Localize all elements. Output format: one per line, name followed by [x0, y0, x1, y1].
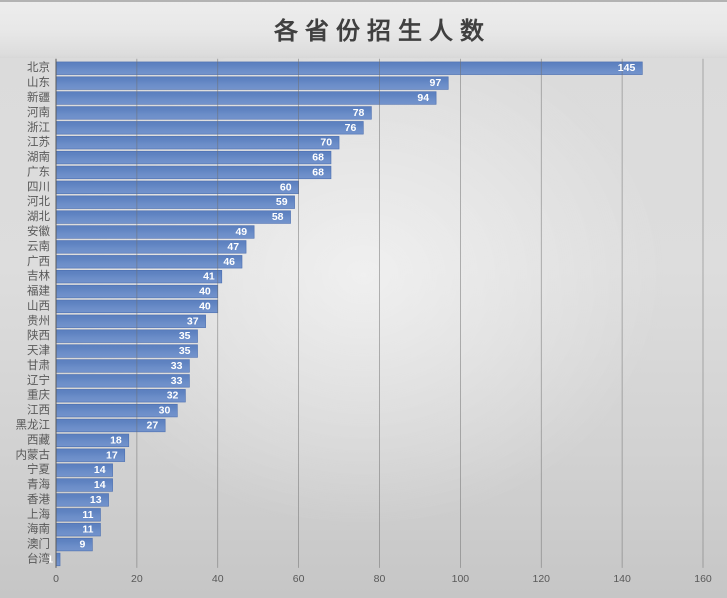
svg-text:海南: 海南 [27, 522, 50, 536]
svg-text:160: 160 [694, 573, 712, 585]
svg-text:59: 59 [276, 196, 288, 208]
svg-text:湖北: 湖北 [27, 209, 50, 223]
svg-text:河北: 河北 [27, 195, 50, 208]
svg-text:32: 32 [167, 390, 179, 402]
svg-text:33: 33 [171, 375, 183, 387]
svg-text:94: 94 [417, 92, 429, 104]
svg-text:山西: 山西 [27, 299, 50, 312]
svg-text:37: 37 [187, 315, 199, 327]
svg-text:35: 35 [179, 345, 191, 357]
svg-text:广西: 广西 [27, 255, 50, 268]
svg-text:46: 46 [223, 256, 235, 268]
svg-text:吉林: 吉林 [27, 269, 50, 283]
svg-text:68: 68 [312, 166, 324, 178]
svg-text:北京: 北京 [27, 60, 50, 74]
svg-text:辽宁: 辽宁 [27, 373, 50, 387]
svg-text:宁夏: 宁夏 [27, 462, 50, 476]
svg-text:福建: 福建 [27, 284, 50, 298]
svg-text:145: 145 [618, 62, 636, 74]
svg-text:西藏: 西藏 [27, 433, 50, 446]
svg-text:18: 18 [110, 434, 122, 446]
svg-text:陕西: 陕西 [27, 328, 50, 342]
svg-text:40: 40 [199, 300, 211, 312]
svg-text:黑龙江: 黑龙江 [16, 418, 51, 431]
svg-text:11: 11 [82, 524, 93, 536]
svg-text:33: 33 [171, 360, 183, 372]
svg-text:40: 40 [199, 286, 211, 298]
svg-text:11: 11 [82, 509, 93, 521]
svg-text:17: 17 [106, 449, 118, 461]
svg-text:49: 49 [235, 226, 247, 238]
svg-text:47: 47 [227, 241, 239, 253]
svg-text:9: 9 [80, 539, 86, 551]
svg-text:广东: 广东 [27, 165, 50, 178]
svg-text:香港: 香港 [27, 493, 50, 506]
svg-text:甘肃: 甘肃 [27, 359, 50, 372]
svg-text:76: 76 [345, 122, 357, 134]
svg-text:云南: 云南 [27, 239, 50, 253]
svg-text:120: 120 [532, 573, 550, 585]
svg-text:20: 20 [131, 573, 143, 585]
svg-text:天津: 天津 [27, 344, 50, 357]
svg-text:80: 80 [374, 573, 386, 585]
svg-text:60: 60 [280, 181, 292, 193]
svg-text:安徽: 安徽 [27, 224, 50, 238]
svg-text:河南: 河南 [27, 105, 50, 119]
svg-text:青海: 青海 [27, 477, 50, 491]
svg-text:浙江: 浙江 [27, 121, 50, 134]
svg-text:41: 41 [203, 271, 215, 283]
svg-text:35: 35 [179, 330, 191, 342]
svg-text:60: 60 [293, 573, 305, 585]
svg-text:内蒙古: 内蒙古 [16, 447, 51, 461]
svg-text:新疆: 新疆 [27, 90, 50, 104]
svg-text:78: 78 [353, 107, 365, 119]
svg-text:上海: 上海 [27, 507, 50, 521]
svg-text:山东: 山东 [27, 76, 50, 89]
svg-text:13: 13 [90, 494, 102, 506]
svg-text:四川: 四川 [27, 180, 50, 193]
svg-text:0: 0 [53, 573, 59, 585]
svg-text:58: 58 [272, 211, 284, 223]
svg-text:重庆: 重庆 [27, 388, 50, 402]
svg-text:40: 40 [212, 573, 224, 585]
svg-text:140: 140 [613, 573, 631, 585]
svg-text:14: 14 [94, 464, 106, 476]
svg-text:江苏: 江苏 [27, 136, 50, 149]
svg-text:澳门: 澳门 [27, 537, 50, 551]
svg-text:14: 14 [94, 479, 106, 491]
svg-text:30: 30 [159, 405, 171, 417]
svg-text:贵州: 贵州 [27, 314, 50, 327]
svg-text:97: 97 [430, 77, 442, 89]
svg-text:70: 70 [320, 137, 332, 149]
svg-text:100: 100 [452, 573, 470, 585]
svg-text:68: 68 [312, 152, 324, 164]
svg-text:江西: 江西 [27, 404, 50, 417]
svg-text:台湾: 台湾 [27, 551, 50, 565]
svg-text:湖南: 湖南 [27, 150, 50, 164]
svg-text:27: 27 [146, 419, 158, 431]
